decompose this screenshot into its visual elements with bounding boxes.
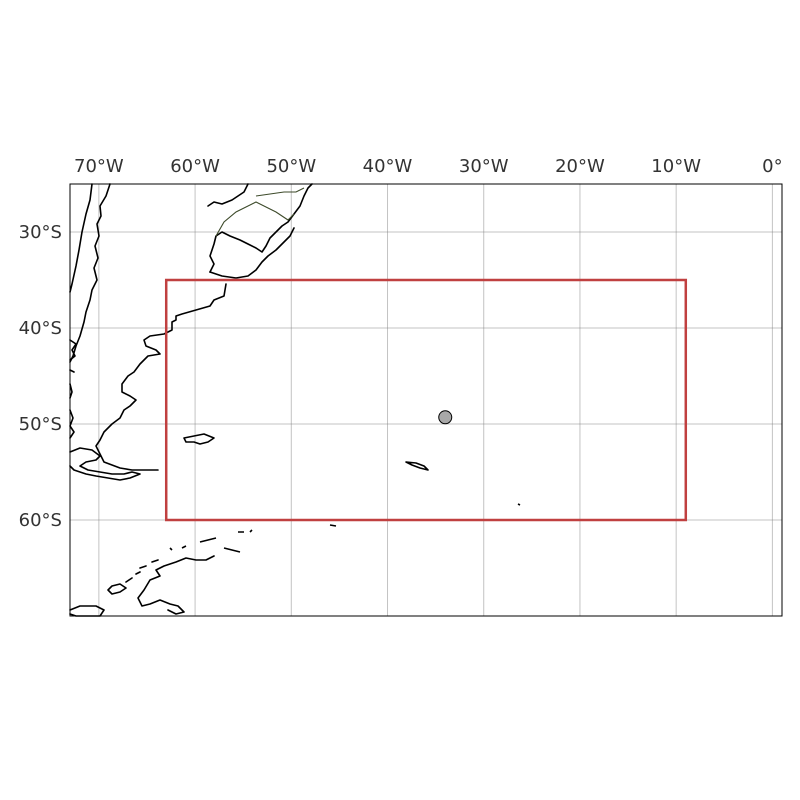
region-box: [164, 278, 688, 522]
country-border: [215, 187, 305, 237]
falkland-islands: [183, 433, 215, 445]
latitude-labels: 30°S 40°S 50°S 60°S: [19, 222, 62, 531]
coastlines: [69, 183, 521, 617]
region-box-layer: [164, 278, 688, 522]
lat-tick-label: 30°S: [19, 222, 62, 243]
lon-tick-label: 60°W: [170, 156, 220, 177]
lon-tick-label: 30°W: [459, 156, 509, 177]
south-shetland-islands: [169, 529, 253, 553]
andes-coastline-inner: [69, 183, 111, 363]
lat-tick-label: 50°S: [19, 414, 62, 435]
map-frame: [69, 183, 783, 617]
south-sandwich-island: [517, 503, 521, 506]
antarctic-peninsula: [69, 555, 215, 617]
south-orkney-islands: [329, 524, 337, 527]
south-georgia: [405, 461, 429, 471]
location-marker: [438, 410, 453, 425]
chile-fjords: [69, 339, 77, 439]
chile-coastline: [69, 183, 93, 293]
lon-tick-label: 0°: [762, 156, 782, 177]
uruguay-coast: [209, 227, 295, 279]
gridlines: [70, 184, 782, 616]
lat-tick-label: 60°S: [19, 510, 62, 531]
lon-tick-label: 20°W: [555, 156, 605, 177]
lon-tick-label: 10°W: [651, 156, 701, 177]
tierra-del-fuego: [69, 447, 141, 481]
lon-tick-label: 70°W: [74, 156, 124, 177]
lon-tick-label: 40°W: [363, 156, 413, 177]
longitude-labels: 70°W 60°W 50°W 40°W 30°W 20°W 10°W 0°: [74, 156, 783, 177]
argentina-coastline: [95, 283, 227, 471]
lat-tick-label: 40°S: [19, 318, 62, 339]
rio-de-la-plata-coast: [209, 183, 313, 273]
lon-tick-label: 50°W: [266, 156, 316, 177]
brazil-coast: [207, 183, 249, 207]
